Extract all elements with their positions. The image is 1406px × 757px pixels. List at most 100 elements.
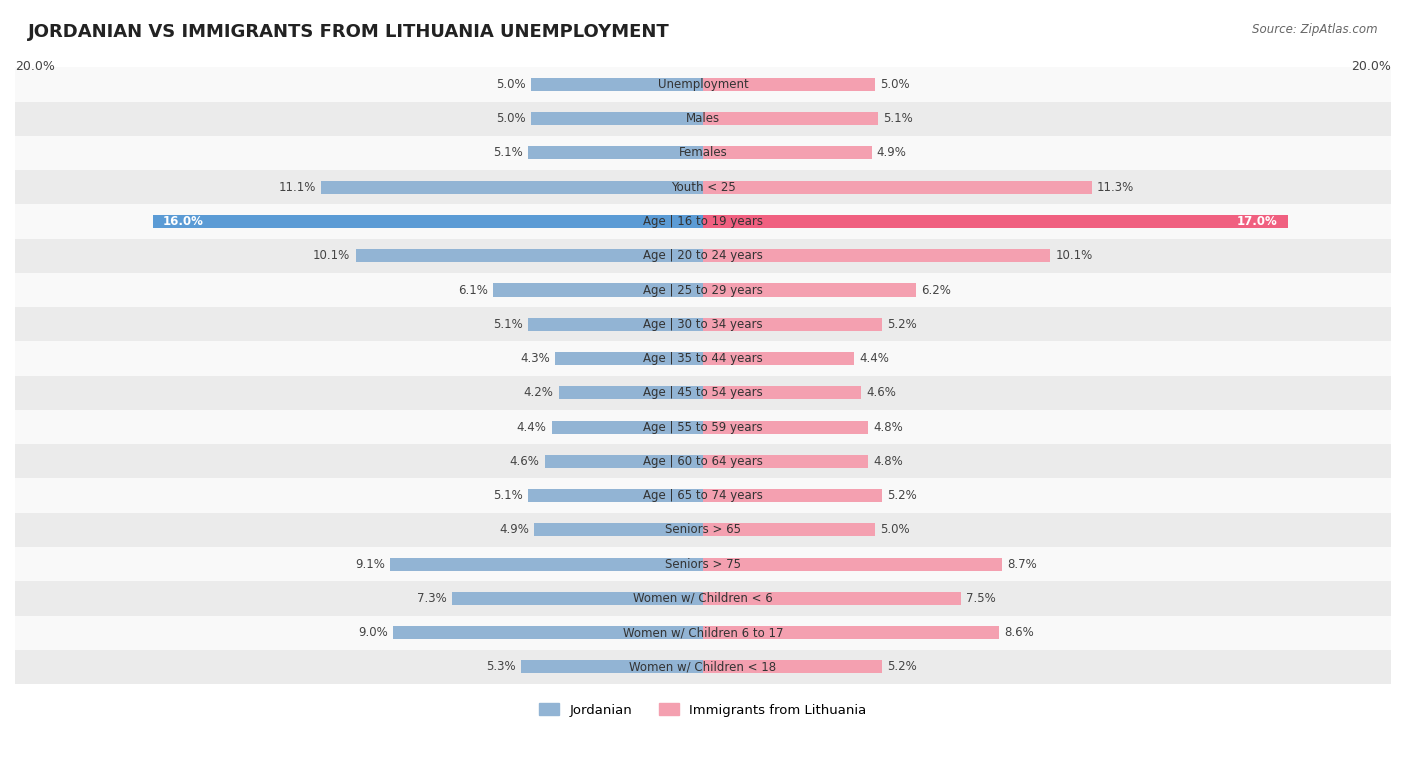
Bar <box>15 615 1391 650</box>
Text: 20.0%: 20.0% <box>15 61 55 73</box>
Bar <box>703 592 960 605</box>
Text: 7.5%: 7.5% <box>966 592 995 605</box>
Bar <box>15 512 1391 547</box>
Bar <box>703 215 1288 228</box>
Text: Women w/ Children < 6: Women w/ Children < 6 <box>633 592 773 605</box>
Bar <box>531 112 703 125</box>
Text: 5.0%: 5.0% <box>496 78 526 91</box>
Text: Women w/ Children 6 to 17: Women w/ Children 6 to 17 <box>623 626 783 639</box>
Text: Age | 35 to 44 years: Age | 35 to 44 years <box>643 352 763 365</box>
Text: Seniors > 75: Seniors > 75 <box>665 558 741 571</box>
Text: Age | 20 to 24 years: Age | 20 to 24 years <box>643 249 763 262</box>
Text: 11.1%: 11.1% <box>278 181 316 194</box>
Text: 4.8%: 4.8% <box>873 455 903 468</box>
Text: 5.3%: 5.3% <box>486 660 516 674</box>
Text: 17.0%: 17.0% <box>1237 215 1278 228</box>
Bar <box>703 558 1002 571</box>
Text: 6.1%: 6.1% <box>458 284 488 297</box>
Text: 9.1%: 9.1% <box>354 558 385 571</box>
Bar <box>15 650 1391 684</box>
Bar <box>494 283 703 297</box>
Bar <box>703 386 862 399</box>
Text: 5.1%: 5.1% <box>492 146 523 160</box>
Text: 4.6%: 4.6% <box>866 386 896 399</box>
Bar <box>703 489 882 502</box>
Text: Age | 65 to 74 years: Age | 65 to 74 years <box>643 489 763 502</box>
Text: 4.8%: 4.8% <box>873 421 903 434</box>
Bar <box>703 146 872 160</box>
Text: 5.0%: 5.0% <box>880 78 910 91</box>
Bar <box>703 78 875 91</box>
Bar <box>520 660 703 674</box>
Text: 7.3%: 7.3% <box>418 592 447 605</box>
Text: Females: Females <box>679 146 727 160</box>
Text: 11.3%: 11.3% <box>1097 181 1135 194</box>
Text: 16.0%: 16.0% <box>163 215 204 228</box>
Bar <box>15 136 1391 170</box>
Text: 20.0%: 20.0% <box>1351 61 1391 73</box>
Text: 5.0%: 5.0% <box>496 112 526 125</box>
Text: Unemployment: Unemployment <box>658 78 748 91</box>
Bar <box>15 375 1391 410</box>
Text: 10.1%: 10.1% <box>314 249 350 262</box>
Bar <box>703 455 868 468</box>
Bar <box>15 238 1391 273</box>
Bar <box>544 455 703 468</box>
Text: 4.9%: 4.9% <box>499 523 529 537</box>
Text: 5.2%: 5.2% <box>887 489 917 502</box>
Bar <box>451 592 703 605</box>
Bar <box>555 352 703 365</box>
Text: 6.2%: 6.2% <box>921 284 952 297</box>
Text: 5.1%: 5.1% <box>492 489 523 502</box>
Text: 10.1%: 10.1% <box>1056 249 1092 262</box>
Text: 4.6%: 4.6% <box>510 455 540 468</box>
Bar <box>15 204 1391 238</box>
Bar <box>15 67 1391 101</box>
Bar <box>531 78 703 91</box>
Bar <box>15 273 1391 307</box>
Bar <box>394 626 703 639</box>
Text: Age | 30 to 34 years: Age | 30 to 34 years <box>643 318 763 331</box>
Bar <box>527 489 703 502</box>
Text: 9.0%: 9.0% <box>359 626 388 639</box>
Text: 4.3%: 4.3% <box>520 352 550 365</box>
Bar <box>703 112 879 125</box>
Text: Women w/ Children < 18: Women w/ Children < 18 <box>630 660 776 674</box>
Text: Age | 60 to 64 years: Age | 60 to 64 years <box>643 455 763 468</box>
Legend: Jordanian, Immigrants from Lithuania: Jordanian, Immigrants from Lithuania <box>534 698 872 722</box>
Bar <box>15 410 1391 444</box>
Text: 5.2%: 5.2% <box>887 660 917 674</box>
Bar <box>15 101 1391 136</box>
Bar <box>15 547 1391 581</box>
Bar <box>15 170 1391 204</box>
Bar <box>703 283 917 297</box>
Text: 4.9%: 4.9% <box>877 146 907 160</box>
Bar <box>321 181 703 194</box>
Bar <box>703 318 882 331</box>
Text: Age | 45 to 54 years: Age | 45 to 54 years <box>643 386 763 399</box>
Text: Source: ZipAtlas.com: Source: ZipAtlas.com <box>1253 23 1378 36</box>
Text: Age | 55 to 59 years: Age | 55 to 59 years <box>643 421 763 434</box>
Bar <box>703 249 1050 262</box>
Text: 5.2%: 5.2% <box>887 318 917 331</box>
Text: Males: Males <box>686 112 720 125</box>
Bar <box>15 341 1391 375</box>
Bar <box>15 307 1391 341</box>
Bar <box>356 249 703 262</box>
Text: Age | 25 to 29 years: Age | 25 to 29 years <box>643 284 763 297</box>
Text: 8.6%: 8.6% <box>1004 626 1033 639</box>
Text: 4.4%: 4.4% <box>516 421 547 434</box>
Bar <box>703 352 855 365</box>
Text: Age | 16 to 19 years: Age | 16 to 19 years <box>643 215 763 228</box>
Bar <box>703 660 882 674</box>
Bar <box>551 421 703 434</box>
Bar <box>153 215 703 228</box>
Bar <box>15 581 1391 615</box>
Bar <box>703 181 1091 194</box>
Text: 5.1%: 5.1% <box>883 112 914 125</box>
Text: Seniors > 65: Seniors > 65 <box>665 523 741 537</box>
Bar <box>389 558 703 571</box>
Bar <box>15 478 1391 512</box>
Text: 8.7%: 8.7% <box>1008 558 1038 571</box>
Text: JORDANIAN VS IMMIGRANTS FROM LITHUANIA UNEMPLOYMENT: JORDANIAN VS IMMIGRANTS FROM LITHUANIA U… <box>28 23 669 41</box>
